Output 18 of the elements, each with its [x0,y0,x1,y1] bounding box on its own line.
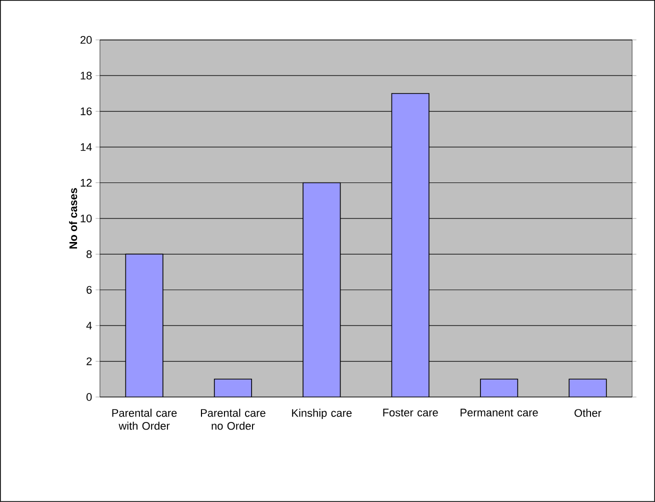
y-tick-label: 8 [86,250,92,258]
x-tick-label: Parental care with Order [112,408,177,430]
y-axis-title: No of cases [69,188,78,249]
y-tick-label: 16 [80,107,92,116]
x-tick-label: Permanent care [460,408,538,416]
y-tick-label: 18 [80,72,92,80]
x-tick-label: Other [574,408,602,417]
x-tick-label: Foster care [383,408,438,416]
y-tick-label: 0 [86,393,92,401]
x-tick-label: Parental care no Order [200,408,266,430]
y-tick-label: 4 [86,322,92,330]
y-tick-label: 12 [80,178,92,187]
y-tick-label: 10 [80,214,92,222]
y-tick-label: 14 [80,143,92,151]
y-tick-label: 20 [80,36,92,44]
y-tick-label: 2 [86,358,92,366]
x-tick-label: Kinship care [292,408,352,420]
y-tick-label: 6 [86,286,92,294]
